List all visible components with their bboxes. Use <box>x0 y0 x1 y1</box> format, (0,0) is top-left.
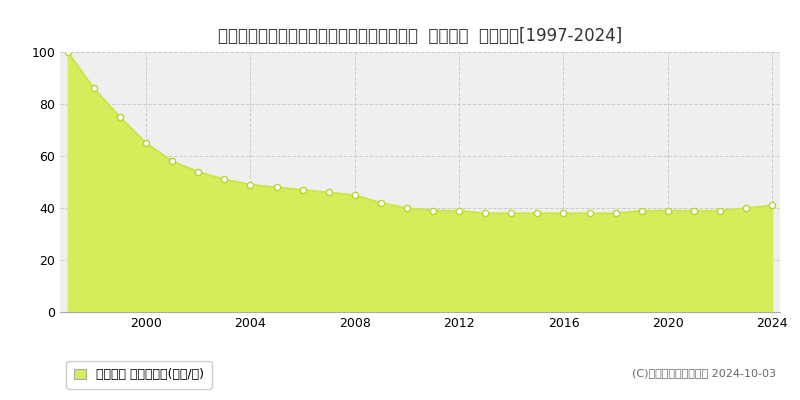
Legend: 基準地価 平均坪単価(万円/坪): 基準地価 平均坪単価(万円/坪) <box>66 361 212 389</box>
Text: (C)土地価格ドットコム 2024-10-03: (C)土地価格ドットコム 2024-10-03 <box>632 368 776 378</box>
Title: 千葉県松戸市小金きよしケ丘４丁目３番１１  基準地価  地価推移[1997-2024]: 千葉県松戸市小金きよしケ丘４丁目３番１１ 基準地価 地価推移[1997-2024… <box>218 27 622 45</box>
